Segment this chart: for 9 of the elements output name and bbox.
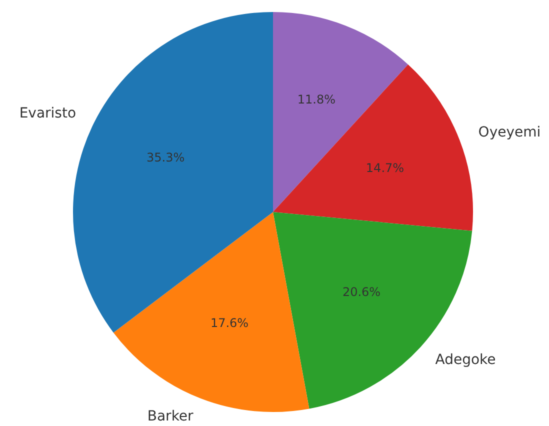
data-label: 11.8% — [297, 92, 336, 106]
slice-label: Oyeyemi — [478, 124, 541, 141]
slice-label: Barker — [147, 408, 194, 425]
data-label: 14.7% — [366, 161, 404, 176]
slice-label: Evaristo — [19, 106, 76, 122]
data-label: 17.6% — [210, 316, 249, 330]
data-label: 20.6% — [342, 285, 381, 300]
data-label: 35.3% — [146, 150, 185, 165]
slice-label: Adegoke — [435, 352, 496, 368]
